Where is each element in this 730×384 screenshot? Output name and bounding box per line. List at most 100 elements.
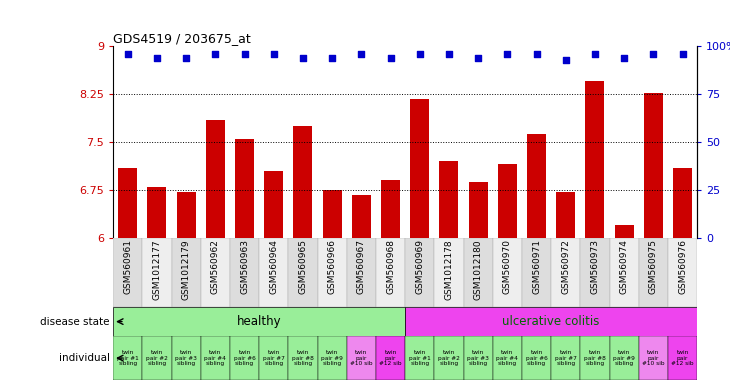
Text: GSM560972: GSM560972 <box>561 240 570 295</box>
Bar <box>469 182 488 238</box>
Text: healthy: healthy <box>237 315 282 328</box>
Text: GSM560968: GSM560968 <box>386 240 395 295</box>
Bar <box>668 336 697 380</box>
Bar <box>318 238 347 307</box>
Point <box>560 57 572 63</box>
Bar <box>347 238 376 307</box>
Point <box>385 55 396 61</box>
Point <box>648 51 659 58</box>
Bar <box>288 238 318 307</box>
Bar <box>527 134 546 238</box>
Bar <box>177 192 196 238</box>
Text: disease state: disease state <box>40 316 110 327</box>
Bar <box>493 238 522 307</box>
Bar <box>323 190 342 238</box>
Text: twin
pair #4
sibling: twin pair #4 sibling <box>496 350 518 366</box>
Text: GSM560974: GSM560974 <box>620 240 629 295</box>
Text: twin
pair #1
sibling: twin pair #1 sibling <box>117 350 139 366</box>
Bar <box>172 336 201 380</box>
Bar <box>318 336 347 380</box>
Point <box>531 51 542 58</box>
Text: twin
pair #6
sibling: twin pair #6 sibling <box>234 350 255 366</box>
Point <box>239 51 250 58</box>
Text: GSM560973: GSM560973 <box>591 240 599 295</box>
Text: twin
pair #3
sibling: twin pair #3 sibling <box>175 350 197 366</box>
Bar <box>405 336 434 380</box>
Point <box>618 55 630 61</box>
Bar <box>464 238 493 307</box>
Text: GSM560965: GSM560965 <box>299 240 307 295</box>
Bar <box>434 238 464 307</box>
Text: GSM560963: GSM560963 <box>240 240 249 295</box>
Bar <box>439 161 458 238</box>
Bar <box>259 238 288 307</box>
Bar <box>235 139 254 238</box>
Text: twin
pair #4
sibling: twin pair #4 sibling <box>204 350 226 366</box>
Text: twin
pair #8
sibling: twin pair #8 sibling <box>584 350 606 366</box>
Bar <box>147 187 166 238</box>
Bar <box>142 336 172 380</box>
Point <box>210 51 221 58</box>
Bar <box>405 238 434 307</box>
Bar <box>113 238 142 307</box>
Bar <box>464 336 493 380</box>
Bar <box>201 238 230 307</box>
Text: individual: individual <box>58 353 110 363</box>
Text: twin
pair #6
sibling: twin pair #6 sibling <box>526 350 548 366</box>
Bar <box>580 238 610 307</box>
Bar <box>610 238 639 307</box>
Text: GSM560975: GSM560975 <box>649 240 658 295</box>
Text: GSM1012180: GSM1012180 <box>474 240 483 300</box>
Text: GSM560961: GSM560961 <box>123 240 132 295</box>
Bar <box>498 164 517 238</box>
Text: GSM560967: GSM560967 <box>357 240 366 295</box>
Point <box>356 51 367 58</box>
Bar <box>142 238 172 307</box>
Point <box>414 51 426 58</box>
Point <box>268 51 280 58</box>
Text: twin
pair #7
sibling: twin pair #7 sibling <box>555 350 577 366</box>
Text: GSM1012178: GSM1012178 <box>445 240 453 300</box>
Text: GSM1012179: GSM1012179 <box>182 240 191 300</box>
Text: GSM560976: GSM560976 <box>678 240 687 295</box>
Bar <box>352 195 371 238</box>
Bar <box>522 238 551 307</box>
Text: GDS4519 / 203675_at: GDS4519 / 203675_at <box>113 32 251 45</box>
Bar <box>580 336 610 380</box>
Bar <box>230 238 259 307</box>
Bar <box>668 238 697 307</box>
Text: twin
pair #2
sibling: twin pair #2 sibling <box>438 350 460 366</box>
Text: twin
pair #9
sibling: twin pair #9 sibling <box>613 350 635 366</box>
Bar <box>493 336 522 380</box>
Bar <box>201 336 230 380</box>
Text: twin
pair
#10 sib: twin pair #10 sib <box>642 350 664 366</box>
Point <box>326 55 338 61</box>
Bar <box>551 336 580 380</box>
Bar <box>259 336 288 380</box>
Bar <box>405 307 697 336</box>
Text: GSM560971: GSM560971 <box>532 240 541 295</box>
Point <box>472 55 484 61</box>
Bar <box>172 238 201 307</box>
Text: GSM560966: GSM560966 <box>328 240 337 295</box>
Text: GSM560964: GSM560964 <box>269 240 278 295</box>
Bar <box>118 168 137 238</box>
Bar <box>551 238 580 307</box>
Bar <box>376 238 405 307</box>
Point <box>589 51 601 58</box>
Bar <box>347 336 376 380</box>
Bar <box>556 192 575 238</box>
Point <box>443 51 455 58</box>
Bar <box>230 336 259 380</box>
Bar <box>113 336 142 380</box>
Bar <box>293 126 312 238</box>
Text: twin
pair
#12 sib: twin pair #12 sib <box>672 350 694 366</box>
Bar <box>410 99 429 238</box>
Point <box>502 51 513 58</box>
Bar <box>381 180 400 238</box>
Bar <box>615 225 634 238</box>
Text: twin
pair #7
sibling: twin pair #7 sibling <box>263 350 285 366</box>
Text: GSM560970: GSM560970 <box>503 240 512 295</box>
Bar <box>639 238 668 307</box>
Point <box>122 51 134 58</box>
